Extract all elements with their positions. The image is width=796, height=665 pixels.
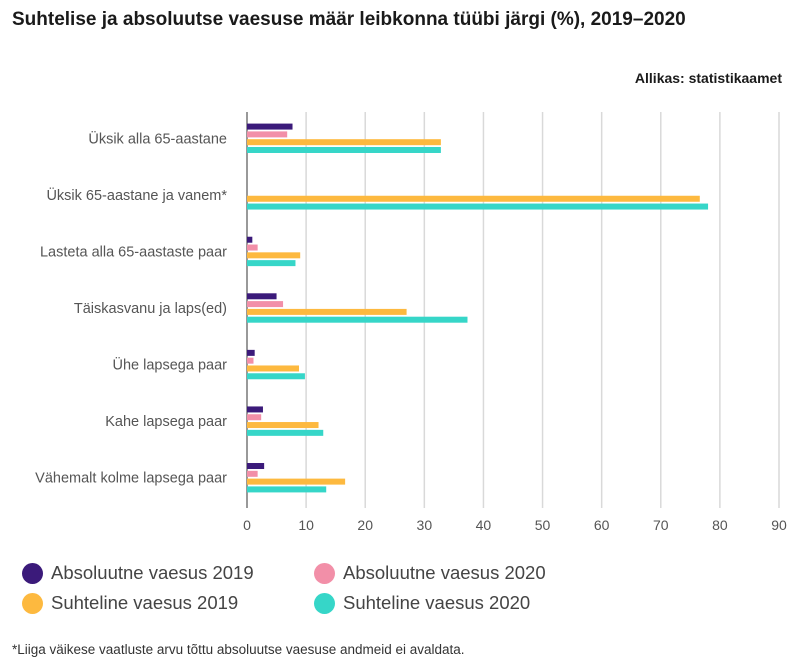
- legend-item-rel2020: Suhteline vaesus 2020: [314, 592, 530, 614]
- bar: [247, 293, 277, 300]
- bars: [247, 123, 709, 493]
- bar: [247, 139, 441, 146]
- x-tick-label: 50: [535, 517, 551, 533]
- bar: [247, 236, 253, 243]
- x-tick-labels: 0 10 20 30 40 50 60 70 80 90: [243, 517, 787, 533]
- bar: [247, 131, 288, 138]
- x-tick-label: 10: [298, 517, 314, 533]
- category-label: Lasteta alla 65-aastaste paar: [40, 244, 227, 260]
- category-labels: Üksik alla 65-aastane Üksik 65-aastane ja…: [35, 129, 227, 486]
- bar: [247, 195, 700, 202]
- bar: [247, 316, 468, 323]
- bar: [247, 203, 709, 210]
- bar: [247, 260, 296, 267]
- legend-item-abs2020: Absoluutne vaesus 2020: [314, 562, 546, 584]
- source-label: Allikas: statistikaamet: [634, 70, 782, 86]
- chart-title: Suhtelise ja absoluutse vaesuse määr lei…: [12, 9, 686, 30]
- bar: [247, 478, 346, 485]
- legend-swatch-abs2020: [314, 562, 335, 584]
- bar: [247, 429, 324, 436]
- x-tick-label: 0: [243, 517, 251, 533]
- legend-item-abs2019: Absoluutne vaesus 2019: [22, 562, 254, 584]
- bar: [247, 349, 255, 356]
- x-tick-label: 80: [712, 517, 728, 533]
- legend-label: Suhteline vaesus 2019: [51, 592, 239, 613]
- x-tick-label: 70: [653, 517, 669, 533]
- bar: [247, 406, 263, 413]
- x-tick-label: 20: [357, 517, 373, 533]
- x-tick-label: 60: [594, 517, 610, 533]
- bar: [247, 252, 301, 259]
- bar: [247, 422, 319, 429]
- x-tick-label: 90: [771, 517, 787, 533]
- bar-chart: Üksik alla 65-aastane Üksik 65-aastane ja…: [35, 112, 787, 533]
- bar: [247, 470, 258, 477]
- legend: Absoluutne vaesus 2019 Absoluutne vaesus…: [22, 560, 622, 620]
- legend-label: Absoluutne vaesus 2020: [343, 562, 546, 583]
- x-tick-label: 40: [476, 517, 492, 533]
- legend-label: Absoluutne vaesus 2019: [51, 562, 254, 583]
- bar: [247, 486, 327, 493]
- category-label: Ühe lapsega paar: [113, 356, 228, 374]
- category-label: Üksik alla 65-aastane: [88, 129, 227, 147]
- bar: [247, 365, 300, 372]
- category-label: Täiskasvanu ja laps(ed): [74, 301, 227, 317]
- legend-swatch-abs2019: [22, 562, 43, 584]
- bar: [247, 146, 441, 153]
- bar: [247, 301, 284, 308]
- bar: [247, 414, 262, 421]
- bar: [247, 357, 254, 364]
- bar: [247, 123, 293, 130]
- legend-item-rel2019: Suhteline vaesus 2019: [22, 592, 238, 614]
- x-tick-label: 30: [417, 517, 433, 533]
- legend-swatch-rel2020: [314, 592, 335, 614]
- category-label: Kahe lapsega paar: [105, 414, 227, 430]
- category-label: Vähemalt kolme lapsega paar: [35, 471, 227, 487]
- bar: [247, 244, 258, 251]
- legend-swatch-rel2019: [22, 592, 43, 614]
- footnote: *Liiga väikese vaatluste arvu tõttu abso…: [12, 642, 465, 657]
- bar: [247, 373, 305, 380]
- bar: [247, 463, 265, 470]
- category-label: Üksik 65-aastane ja vanem*: [46, 186, 227, 204]
- bar: [247, 308, 407, 315]
- gridlines: [246, 112, 780, 508]
- legend-label: Suhteline vaesus 2020: [343, 592, 531, 613]
